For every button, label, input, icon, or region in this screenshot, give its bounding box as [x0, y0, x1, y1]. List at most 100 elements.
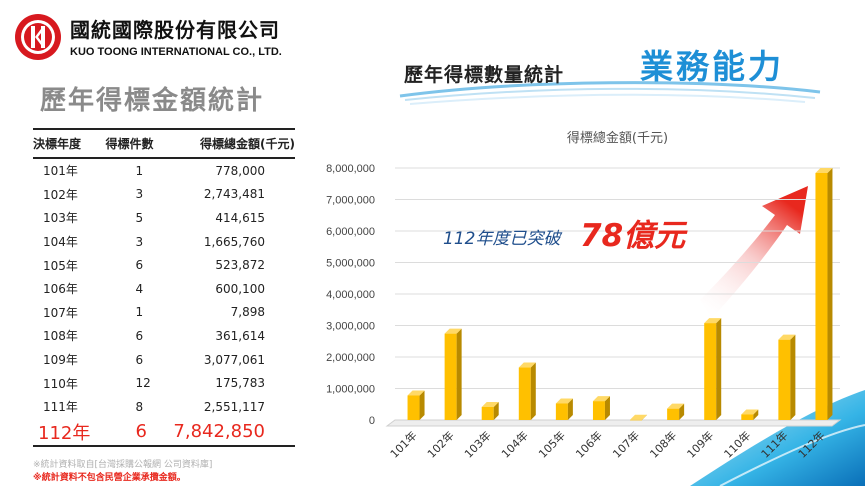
- bar-top: [592, 396, 610, 402]
- accent-title: 業務能力: [640, 47, 784, 86]
- x-tick-label: 109年: [684, 428, 717, 461]
- row-count: 6: [135, 328, 144, 343]
- bar-side: [753, 409, 759, 420]
- y-tick-label: 6,000,000: [326, 226, 375, 238]
- bar-side: [530, 362, 536, 420]
- row-count: 5: [135, 210, 144, 225]
- row-year: 106年: [43, 282, 78, 297]
- bar: [778, 339, 791, 420]
- x-tick-label: 102年: [424, 428, 457, 461]
- row-count: 4: [135, 281, 144, 296]
- y-tick-label: 1,000,000: [326, 384, 375, 396]
- bar-side: [642, 414, 648, 420]
- title-swoosh: [399, 81, 821, 105]
- bar: [481, 406, 494, 420]
- chart-title: 得標總金額(千元): [567, 130, 668, 146]
- table-row: 103年 5 414,615: [33, 206, 295, 230]
- bar-top: [630, 414, 648, 420]
- y-tick-label: 7,000,000: [326, 195, 375, 207]
- row-year: 105年: [43, 258, 78, 273]
- row-amount: 7,898: [230, 305, 265, 320]
- bar: [407, 395, 420, 420]
- row-amount: 523,872: [215, 258, 265, 273]
- column-header-year: 決標年度: [33, 128, 106, 159]
- y-tick-label: 0: [369, 415, 375, 427]
- growth-arrow: [700, 186, 808, 318]
- table-row: 112年 6 7,842,850: [33, 418, 295, 447]
- row-count: 3: [135, 187, 144, 202]
- row-amount: 2,743,481: [203, 187, 265, 202]
- row-year: 112年: [33, 418, 106, 447]
- x-tick-label: 101年: [387, 428, 420, 461]
- table-row: 101年 1 778,000: [33, 158, 295, 183]
- row-year: 103年: [43, 211, 78, 226]
- row-amount: 414,615: [215, 210, 265, 225]
- row-amount: 361,614: [215, 328, 265, 343]
- row-count: 6: [105, 418, 174, 447]
- bar-side: [567, 398, 573, 420]
- scope-note: ※統計資料不包含民營企業承攬金額。: [33, 473, 186, 483]
- company-name-block: 國統國際股份有限公司 KUO TOONG INTERNATIONAL CO., …: [70, 14, 282, 58]
- row-count: 1: [135, 163, 144, 178]
- bar-top: [778, 334, 796, 340]
- table-row: 106年 4 600,100: [33, 277, 295, 301]
- bar-top: [815, 167, 833, 173]
- row-amount: 778,000: [215, 163, 265, 178]
- row-count: 6: [135, 352, 144, 367]
- bar-top: [555, 398, 573, 404]
- table-row: 108年 6 361,614: [33, 324, 295, 348]
- column-header-count: 得標件數: [105, 128, 174, 159]
- table-row: 111年 8 2,551,117: [33, 395, 295, 419]
- row-amount: 3,077,061: [203, 352, 265, 367]
- row-year: 107年: [43, 305, 78, 320]
- bar-top: [518, 362, 536, 368]
- bar: [518, 367, 531, 420]
- row-year: 108年: [43, 329, 78, 344]
- y-tick-label: 2,000,000: [326, 352, 375, 364]
- row-amount: 600,100: [215, 281, 265, 296]
- bar: [815, 172, 828, 420]
- bar-top: [481, 401, 499, 407]
- table-title: 歷年得標金額統計: [40, 86, 265, 116]
- bar-top: [704, 318, 722, 324]
- bar: [555, 403, 568, 420]
- row-year: 102年: [43, 187, 78, 202]
- row-count: 12: [135, 376, 151, 391]
- bar-top: [667, 403, 685, 409]
- bar-side: [419, 390, 425, 420]
- y-tick-label: 3,000,000: [326, 321, 375, 333]
- bar-side: [679, 403, 685, 420]
- table-row: 102年 3 2,743,481: [33, 183, 295, 207]
- table-row: 107年 1 7,898: [33, 301, 295, 325]
- row-count: 1: [135, 305, 144, 320]
- bar-top: [741, 409, 759, 415]
- x-tick-label: 104年: [498, 428, 531, 461]
- source-note: ※統計資料取自[台灣採購公報網 公司資料庫]: [33, 460, 213, 470]
- bar-side: [716, 318, 722, 420]
- bar-side: [604, 396, 610, 420]
- bar: [444, 333, 457, 420]
- annotation-value: 78億元: [580, 218, 688, 254]
- company-logo: [15, 14, 61, 60]
- bar: [592, 401, 605, 420]
- bar: [630, 419, 643, 421]
- bar-top: [444, 328, 462, 334]
- award-table: 決標年度 得標件數 得標總金額(千元) 101年 1 778,000 102年 3 2,7…: [33, 128, 295, 447]
- chart-section-title: 歷年得標數量統計: [404, 64, 565, 86]
- table-row: 104年 3 1,665,760: [33, 230, 295, 254]
- y-tick-label: 5,000,000: [326, 258, 375, 270]
- table-row: 105年 6 523,872: [33, 253, 295, 277]
- table-row: 110年 12 175,783: [33, 371, 295, 395]
- row-count: 8: [135, 399, 144, 414]
- y-tick-label: 4,000,000: [326, 289, 375, 301]
- x-tick-label: 103年: [461, 428, 494, 461]
- x-tick-label: 107年: [610, 428, 643, 461]
- row-year: 101年: [43, 164, 78, 179]
- bar: [704, 323, 717, 420]
- y-tick-label: 8,000,000: [326, 163, 375, 175]
- row-amount: 1,665,760: [203, 234, 265, 249]
- company-name-en: KUO TOONG INTERNATIONAL CO., LTD.: [70, 46, 282, 58]
- bar-side: [456, 328, 462, 420]
- row-year: 104年: [43, 235, 78, 250]
